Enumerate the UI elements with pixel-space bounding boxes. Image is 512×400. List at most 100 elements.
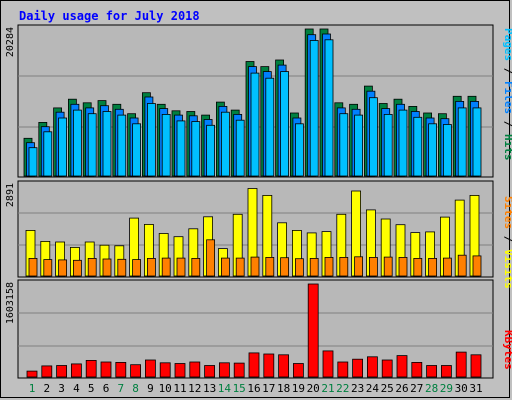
sites-bar [161, 257, 171, 277]
day-label: 8 [132, 382, 139, 395]
top-bars [23, 28, 482, 177]
sites-bar [413, 257, 423, 277]
kbytes-bar [56, 365, 67, 378]
kbytes-bar [455, 351, 467, 378]
pages-bar [102, 111, 112, 177]
kbytes-bar [411, 361, 423, 378]
sites-bar [428, 257, 438, 277]
middle-axis-max-label: 2891 [5, 183, 16, 207]
pages-bar [309, 40, 319, 177]
day-label: 27 [410, 382, 423, 395]
day-label: 25 [381, 382, 394, 395]
pages-bar [28, 147, 38, 177]
pages-bar [368, 97, 378, 177]
pages-bar [265, 77, 275, 177]
sites-bar [28, 257, 38, 277]
kbytes-bar [100, 361, 112, 378]
pages-bar [398, 109, 408, 177]
kbytes-bar [366, 356, 378, 378]
hits-files-pages-panel: 20284 Pages / Files / Hits [5, 24, 512, 178]
sites-bar [117, 258, 127, 277]
sites-bar [102, 258, 112, 277]
sites-bar [324, 256, 334, 277]
kbytes-bar [159, 362, 171, 378]
kbytes-bar [174, 363, 186, 378]
sites-bar [265, 256, 275, 277]
sites-bar [280, 257, 290, 277]
legend-part: / [502, 114, 512, 134]
pages-bar [161, 114, 171, 177]
kbytes-bar [426, 365, 438, 378]
kbytes-bar [396, 355, 408, 378]
day-label: 19 [292, 382, 305, 395]
day-label: 14 [218, 382, 232, 395]
sites-bar [472, 255, 482, 277]
pages-bar [472, 107, 482, 177]
bottom-axis-max-label: 1603158 [5, 282, 16, 324]
day-label: 24 [366, 382, 380, 395]
sites-bar [294, 258, 304, 277]
pages-bar [339, 113, 349, 177]
pages-bar [457, 107, 467, 177]
sites-bar [220, 257, 230, 277]
kbytes-bar [440, 365, 452, 378]
visits-sites-panel: 2891 Sites / Visits [5, 180, 512, 289]
pages-bar [235, 119, 245, 177]
pages-bar [146, 103, 156, 177]
legend-part: Pages [502, 28, 512, 61]
middle-series-legend: Sites / Visits [502, 196, 512, 289]
day-label: 28 [425, 382, 438, 395]
kbytes-bar [189, 361, 201, 378]
day-label: 2 [43, 382, 50, 395]
legend-part: / [502, 61, 512, 81]
sites-bar [43, 259, 53, 277]
sites-bar [309, 257, 319, 277]
sites-bar [250, 256, 260, 277]
legend-part: / [502, 229, 512, 249]
pages-bar [73, 109, 82, 177]
pages-bar [324, 39, 334, 177]
sites-bar [73, 259, 82, 277]
legend-part: Sites [502, 196, 512, 229]
sites-bar [368, 256, 378, 277]
kbytes-bar [248, 352, 260, 378]
bottom-series-legend: KBytes [502, 330, 512, 370]
sites-bar [398, 256, 408, 277]
pages-bar [220, 111, 230, 177]
day-label: 23 [351, 382, 364, 395]
top-axis-max-label: 20284 [5, 27, 16, 57]
kbytes-bar [85, 359, 97, 378]
kbytes-bar [292, 363, 304, 378]
pages-bar [413, 116, 423, 177]
bottom-bars [26, 283, 482, 378]
day-label: 6 [103, 382, 110, 395]
top-series-legend: Pages / Files / Hits [502, 28, 512, 161]
day-label: 13 [203, 382, 216, 395]
sites-bar [132, 259, 142, 277]
pages-bar [442, 124, 452, 177]
day-label: 26 [395, 382, 408, 395]
pages-bar [176, 120, 186, 177]
sites-bar [191, 257, 201, 277]
pages-bar [43, 131, 53, 177]
day-label: 30 [455, 382, 468, 395]
pages-bar [250, 72, 260, 177]
kbytes-bar [41, 365, 53, 378]
day-label: 18 [277, 382, 290, 395]
day-label: 29 [440, 382, 453, 395]
kbytes-bar [130, 364, 142, 378]
pages-bar [383, 114, 393, 177]
kbytes-bar [263, 353, 275, 378]
day-label: 3 [58, 382, 65, 395]
day-label: 7 [117, 382, 124, 395]
day-label: 1 [29, 382, 36, 395]
kbytes-bar [144, 359, 156, 378]
kbytes-bar [71, 363, 82, 378]
sites-bar [442, 257, 452, 277]
sites-bar [146, 257, 156, 277]
pages-bar [354, 114, 364, 177]
kbytes-bar [233, 362, 245, 378]
day-labels: 1 2 3 4 5 6 7 8 9 10 11 12 13 14 15 16 17 18 19 20 21 22 23 24 2… [29, 382, 483, 395]
pages-bar [206, 124, 216, 177]
